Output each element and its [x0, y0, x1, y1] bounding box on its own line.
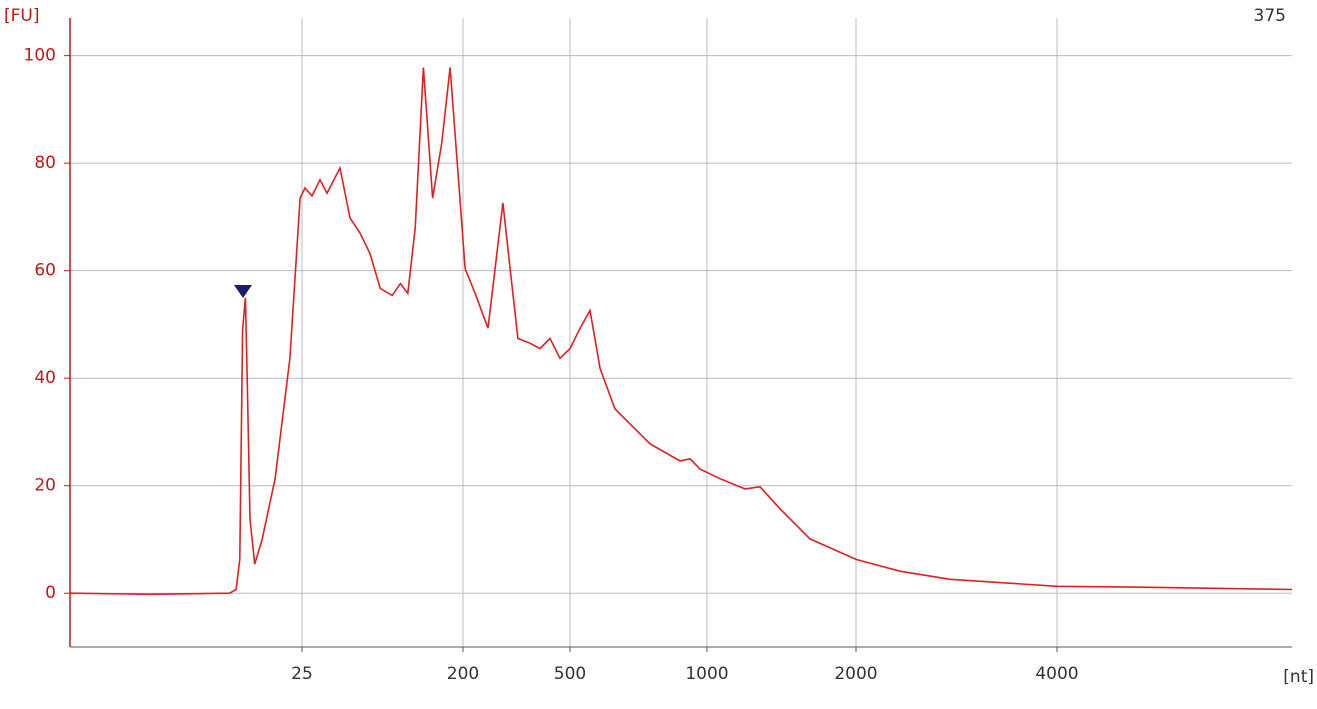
x-tick-label: 500	[554, 664, 586, 684]
y-tick-label: 40	[34, 368, 56, 388]
y-tick-label: 0	[45, 583, 56, 603]
marker	[234, 285, 252, 298]
x-tick-label: 25	[291, 664, 313, 684]
x-tick-label: 4000	[1035, 664, 1078, 684]
y-tick-label: 20	[34, 476, 56, 496]
y-tick-label: 80	[34, 153, 56, 173]
x-tick-label: 1000	[685, 664, 728, 684]
x-axis-label: [nt]	[1283, 667, 1314, 687]
corner-label: 375	[1254, 6, 1286, 26]
x-tick-label: 200	[447, 664, 479, 684]
y-axis-label: [FU]	[4, 6, 40, 26]
x-tick-label: 2000	[834, 664, 877, 684]
y-tick-label: 60	[34, 261, 56, 281]
y-tick-label: 100	[24, 46, 56, 66]
trace	[69, 67, 1293, 596]
